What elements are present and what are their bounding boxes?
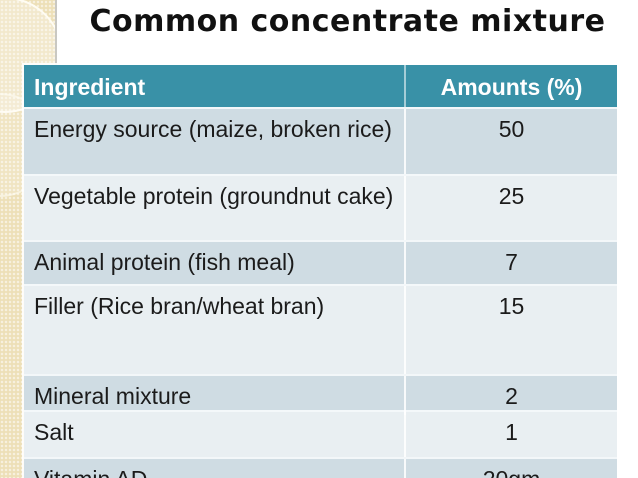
ingredient-cell: Salt — [24, 412, 406, 457]
amount-cell: 1 — [505, 419, 518, 445]
column-header-ingredient: Ingredient — [24, 65, 406, 107]
table-row: Vegetable protein (groundnut cake) 25 — [24, 174, 617, 240]
table-row: Salt 1 — [24, 410, 617, 457]
ingredient-cell: Mineral mixture — [24, 376, 406, 416]
amount-cell: 25 — [498, 183, 525, 209]
slide-title: Common concentrate mixture — [89, 4, 606, 39]
table-row: Animal protein (fish meal) 7 — [24, 240, 617, 284]
amount-cell: 50 — [498, 116, 525, 142]
ingredient-cell: Vegetable protein (groundnut cake) — [24, 176, 406, 240]
table-header-row: Ingredient Amounts (%) — [24, 65, 617, 107]
amount-cell: 7 — [505, 249, 518, 275]
ingredient-cell: Animal protein (fish meal) — [24, 242, 406, 284]
amount-cell: 2 — [505, 383, 518, 409]
amount-cell: 15 — [498, 293, 525, 319]
concentrate-mixture-table: Ingredient Amounts (%) Energy source (ma… — [22, 63, 617, 478]
table-row: Vitamin AD 20gm — [24, 457, 617, 478]
amount-cell: 20gm — [406, 459, 617, 478]
ingredient-cell: Vitamin AD — [24, 459, 406, 478]
ingredient-cell: Energy source (maize, broken rice) — [24, 109, 406, 174]
table-row: Filler (Rice bran/wheat bran) 15 — [24, 284, 617, 374]
ingredient-cell: Filler (Rice bran/wheat bran) — [24, 286, 406, 374]
table-row: Energy source (maize, broken rice) 50 — [24, 107, 617, 174]
table-row: Mineral mixture 2 — [24, 374, 617, 416]
column-header-amounts: Amounts (%) — [440, 74, 583, 100]
